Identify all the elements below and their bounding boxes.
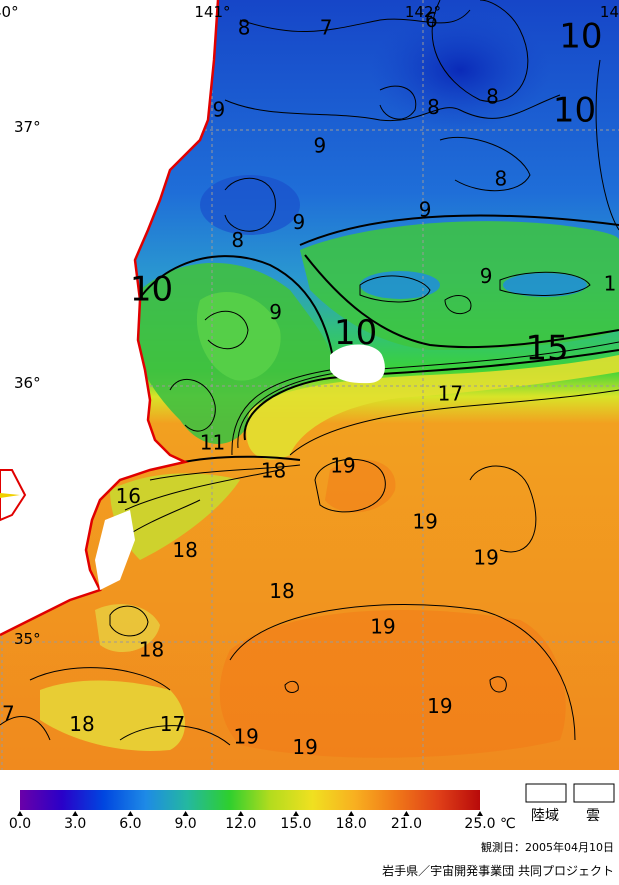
contour-label: 8: [486, 85, 499, 109]
land-honshu: [0, 0, 218, 635]
legend-tick-label: 21.0: [391, 816, 422, 832]
legend-tick-mark: [72, 811, 79, 816]
blue-eddy: [360, 271, 440, 299]
legend-tick-mark: [17, 811, 23, 816]
contour-label: 17: [160, 712, 185, 736]
green-water-band: [196, 291, 281, 381]
contour-label: 8: [238, 16, 251, 40]
contour-label: 19: [370, 615, 395, 639]
graticule-labels: 40° 141° 142° 14 37° 36° 35°: [0, 3, 619, 648]
cloud-swatch: [573, 783, 615, 803]
warm-water-patch: [219, 610, 566, 758]
legend-tick-label: 15.0: [280, 816, 311, 832]
contour-label: 17: [438, 382, 463, 406]
green-water-band: [300, 221, 619, 350]
sea-surface-temperature-map: 40° 141° 142° 14 37° 36° 35° 8 7 6 10 10 9 8 8 9 8 9 9 8 9 1…: [0, 0, 619, 770]
land-label: 陸域: [531, 808, 559, 824]
contour-label: 18: [172, 538, 197, 562]
blue-eddy: [503, 273, 587, 297]
legend-tick-label: 12.0: [225, 816, 256, 832]
contour-label: 1: [604, 272, 617, 296]
legend-tick-mark: [127, 811, 134, 816]
legend-tick-mark: [293, 811, 299, 816]
yellow-water-band: [110, 473, 240, 560]
legend-tick-label: 6.0: [119, 816, 141, 832]
contour-label: 19: [427, 694, 452, 718]
legend-ticks: 0.0 3.0 6.0 9.0 12.0 15.0 18.0 21.0 25.0: [9, 811, 496, 832]
latitude-label: 37°: [14, 118, 41, 136]
legend-tick-mark: [237, 811, 244, 816]
legend-tick-label: 18.0: [336, 816, 367, 832]
contour-label: 18: [261, 458, 286, 482]
isotherm-contours: [0, 0, 619, 746]
coastline: [0, 0, 220, 637]
cold-water-patch: [370, 10, 550, 130]
legend: 0.0 3.0 6.0 9.0 12.0 15.0 18.0 21.0 25.0 ℃ 陸域 雲 …: [0, 770, 619, 881]
contour-label: 8: [231, 228, 244, 252]
legend-tick-mark: [182, 811, 189, 816]
contour-label: 16: [116, 484, 141, 508]
land-swatch: [525, 783, 567, 803]
contour-label: 11: [200, 430, 225, 454]
contour-label: 10: [559, 16, 602, 56]
legend-tick-label: 9.0: [174, 816, 196, 832]
yellow-water-band: [95, 604, 160, 653]
contour-label: 8: [495, 167, 508, 191]
contour-label: 19: [292, 735, 317, 759]
yellow-water-band: [40, 680, 185, 751]
contour-label: 7: [2, 702, 15, 726]
inland-water: [0, 493, 20, 498]
contour-label: 10: [553, 91, 596, 131]
observation-date: 観測日：2005年04月10日: [481, 840, 614, 854]
contour-label: 7: [320, 16, 333, 40]
contour-label: 9: [212, 98, 225, 122]
contour-label: 15: [526, 329, 569, 369]
yellow-water-band: [246, 355, 619, 460]
cloud-mask: [330, 344, 385, 384]
contour-label: 19: [473, 546, 498, 570]
longitude-label: 14: [600, 3, 619, 21]
warm-water-patch: [325, 459, 396, 513]
legend-tick-label: 0.0: [9, 816, 31, 832]
contour-label: 6: [425, 8, 438, 32]
contour-label: 9: [269, 300, 282, 324]
cold-water-patch: [200, 175, 300, 235]
contour-label: 18: [269, 579, 294, 603]
contour-label: 9: [292, 210, 305, 234]
contour-label: 9: [419, 197, 432, 221]
contour-label: 10: [334, 313, 377, 353]
contour-label: 9: [313, 133, 326, 157]
contour-label: 19: [233, 725, 258, 749]
longitude-label: 142°: [405, 3, 441, 21]
legend-tick-mark: [477, 811, 483, 816]
legend-tick-label: 25.0: [464, 816, 495, 832]
contour-label: 8: [427, 95, 440, 119]
latitude-label: 36°: [14, 374, 41, 392]
contour-label: 19: [330, 453, 355, 477]
land-patch: [95, 510, 135, 590]
unit-label: ℃: [500, 816, 516, 832]
contour-label: 18: [69, 712, 94, 736]
legend-tick-mark: [403, 811, 410, 816]
credit: 岩手県／宇宙開発事業団 共同プロジェクト: [382, 863, 614, 878]
legend-tick-mark: [348, 811, 355, 816]
legend-tick-label: 3.0: [64, 816, 86, 832]
longitude-label: 141°: [194, 3, 230, 21]
contour-label: 19: [412, 510, 437, 534]
latitude-label: 35°: [14, 630, 41, 648]
color-scale-bar: [20, 790, 480, 810]
cloud-label: 雲: [586, 808, 600, 824]
contour-label: 18: [139, 638, 164, 662]
longitude-label: 40°: [0, 3, 19, 21]
contour-label: 9: [480, 264, 493, 288]
contour-label: 10: [130, 270, 173, 310]
